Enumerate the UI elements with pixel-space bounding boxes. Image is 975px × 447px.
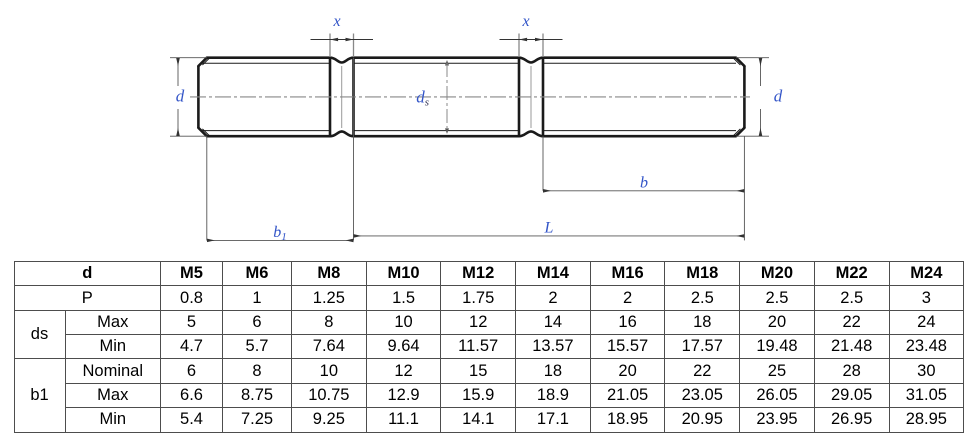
svg-text:d: d [176, 87, 185, 106]
svg-text:x: x [521, 13, 529, 30]
svg-text:x: x [332, 13, 340, 30]
svg-text:b: b [640, 175, 648, 192]
svg-text:L: L [544, 220, 554, 237]
svg-text:ds: ds [416, 88, 429, 109]
svg-text:b1: b1 [273, 224, 287, 243]
svg-text:d: d [774, 87, 783, 106]
